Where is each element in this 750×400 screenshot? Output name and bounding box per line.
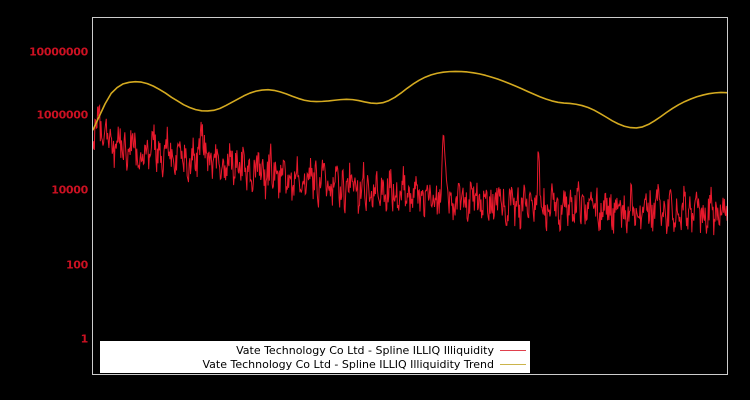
y-tick-label: 1000000 <box>36 108 89 122</box>
y-axis-tick-labels: 10000000 1000000 10000 100 1 <box>0 0 88 400</box>
legend-label-illiquidity: Vate Technology Co Ltd - Spline ILLIQ Il… <box>236 343 494 357</box>
y-tick-label: 100 <box>65 258 88 272</box>
series-line-illiquidity <box>93 103 727 236</box>
series-canvas <box>93 70 727 236</box>
y-tick-label: 10000 <box>51 183 88 197</box>
series-line-illiquidity-trend <box>93 70 727 131</box>
legend-swatch-illiquidity-trend <box>500 363 526 365</box>
legend-swatch-illiquidity <box>500 349 526 351</box>
legend-entry-illiquidity-trend[interactable]: Vate Technology Co Ltd - Spline ILLIQ Il… <box>100 357 526 371</box>
legend-entry-illiquidity[interactable]: Vate Technology Co Ltd - Spline ILLIQ Il… <box>100 343 526 357</box>
chart-legend[interactable]: Vate Technology Co Ltd - Spline ILLIQ Il… <box>100 341 530 373</box>
y-tick-label: 1 <box>80 332 89 346</box>
plot-area <box>92 17 728 375</box>
y-tick-label: 10000000 <box>29 45 88 59</box>
legend-label-illiquidity-trend: Vate Technology Co Ltd - Spline ILLIQ Il… <box>202 357 495 371</box>
